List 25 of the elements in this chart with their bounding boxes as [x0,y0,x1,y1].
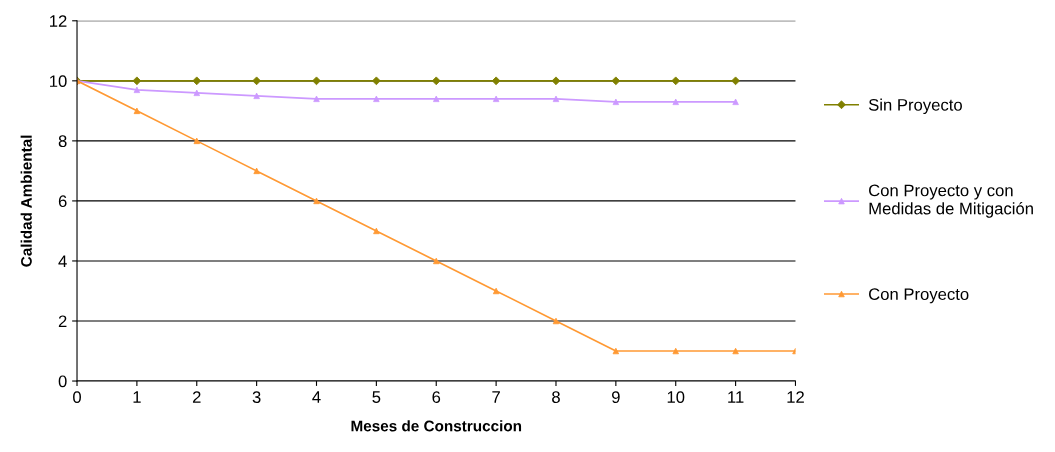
y-tick-label: 10 [50,75,67,88]
x-tick-label: 6 [432,391,441,403]
x-tick-label: 0 [73,391,81,403]
x-tick-label: 3 [252,391,261,403]
y-tick-label: 2 [58,315,67,328]
x-tick-label: 10 [667,391,685,403]
legend-label: Con Proyecto y con Medidas de Mitigación [869,184,1033,218]
y-tick-label: 4 [58,255,67,267]
y-tick-label: 6 [58,195,67,208]
x-tick-label: 5 [372,391,381,403]
y-tick-label: 12 [50,15,67,27]
x-tick-label: 1 [133,391,141,403]
x-tick-label: 11 [728,391,744,403]
x-tick-label: 4 [312,391,321,403]
x-tick-label: 9 [612,391,620,403]
legend-label: Sin Proyecto [868,98,962,115]
legend-label: Con Proyecto [869,288,969,304]
y-tick-label: 0 [58,375,67,388]
x-tick-label: 2 [192,391,201,403]
y-axis-title: Calidad Ambiental [20,135,32,267]
x-tick-label: 12 [787,391,804,403]
y-tick-label: 8 [58,135,67,148]
x-axis-title: Meses de Construccion [351,420,522,432]
x-tick-label: 7 [492,391,500,403]
x-tick-label: 8 [552,391,560,403]
